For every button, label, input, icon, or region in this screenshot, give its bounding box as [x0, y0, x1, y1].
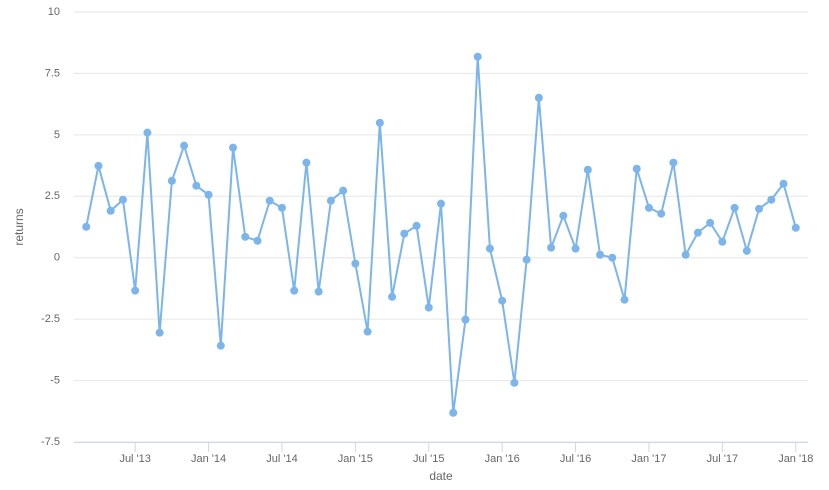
point: [779, 179, 788, 188]
point: [241, 232, 250, 241]
point: [412, 221, 421, 230]
y-tick-label: -2.5: [41, 313, 60, 325]
point: [277, 203, 286, 212]
point: [400, 229, 409, 238]
point: [583, 165, 592, 174]
point: [167, 176, 176, 185]
point: [718, 237, 727, 246]
x-axis-title: date: [429, 469, 453, 483]
point: [290, 286, 299, 295]
x-tick-label: Jan '14: [191, 453, 226, 465]
point: [302, 158, 311, 167]
point: [571, 244, 580, 253]
x-tick-label: Jul '14: [266, 453, 297, 465]
point: [437, 199, 445, 208]
point: [204, 190, 213, 199]
point: [216, 341, 225, 350]
point: [608, 253, 617, 262]
point: [363, 327, 372, 336]
point: [118, 195, 127, 204]
point: [449, 408, 458, 417]
y-tick-label: 0: [54, 252, 60, 264]
point: [767, 195, 776, 204]
point: [94, 161, 103, 170]
point: [253, 236, 262, 245]
point: [669, 158, 678, 167]
x-tick-label: Jul '17: [707, 453, 738, 465]
point: [534, 93, 543, 102]
point: [424, 303, 433, 312]
point: [326, 196, 335, 205]
x-tick-label: Jan '15: [338, 453, 373, 465]
point: [192, 181, 201, 190]
point: [706, 218, 715, 227]
point: [632, 164, 641, 173]
x-tick-label: Jan '17: [631, 453, 666, 465]
point: [644, 203, 653, 212]
y-tick-label: -5: [50, 374, 60, 386]
point: [522, 255, 531, 264]
y-tick-label: 10: [48, 6, 60, 18]
point: [510, 378, 519, 387]
y-axis-title: returns: [12, 208, 26, 245]
point: [106, 206, 115, 215]
point: [547, 243, 556, 252]
point: [155, 328, 164, 337]
point: [339, 186, 348, 195]
x-tick-label: Jan '16: [485, 453, 520, 465]
x-tick-label: Jul '16: [560, 453, 591, 465]
point: [131, 286, 140, 295]
point: [473, 52, 482, 61]
point: [742, 246, 751, 255]
point: [681, 250, 690, 259]
point: [265, 196, 274, 205]
y-tick-label: 5: [54, 129, 60, 141]
y-tick-label: -7.5: [41, 436, 60, 448]
point: [82, 222, 91, 231]
point: [755, 204, 764, 213]
point: [693, 228, 702, 237]
point: [229, 143, 238, 152]
x-tick-label: Jul '13: [119, 453, 150, 465]
point: [351, 259, 360, 268]
point: [375, 118, 384, 127]
point: [388, 292, 397, 301]
point: [498, 296, 507, 305]
point: [314, 287, 323, 296]
point: [180, 141, 189, 150]
x-tick-label: Jan '18: [778, 453, 813, 465]
point: [791, 223, 800, 232]
y-tick-label: 2.5: [45, 190, 60, 202]
y-tick-label: 7.5: [45, 67, 60, 79]
point: [596, 250, 605, 259]
line: [85, 56, 797, 413]
point: [559, 211, 568, 220]
point: [485, 244, 494, 253]
point: [461, 315, 470, 324]
point: [730, 203, 739, 212]
point: [620, 295, 629, 304]
x-tick-label: Jul '15: [413, 453, 444, 465]
point: [657, 209, 666, 218]
point: [143, 128, 152, 137]
